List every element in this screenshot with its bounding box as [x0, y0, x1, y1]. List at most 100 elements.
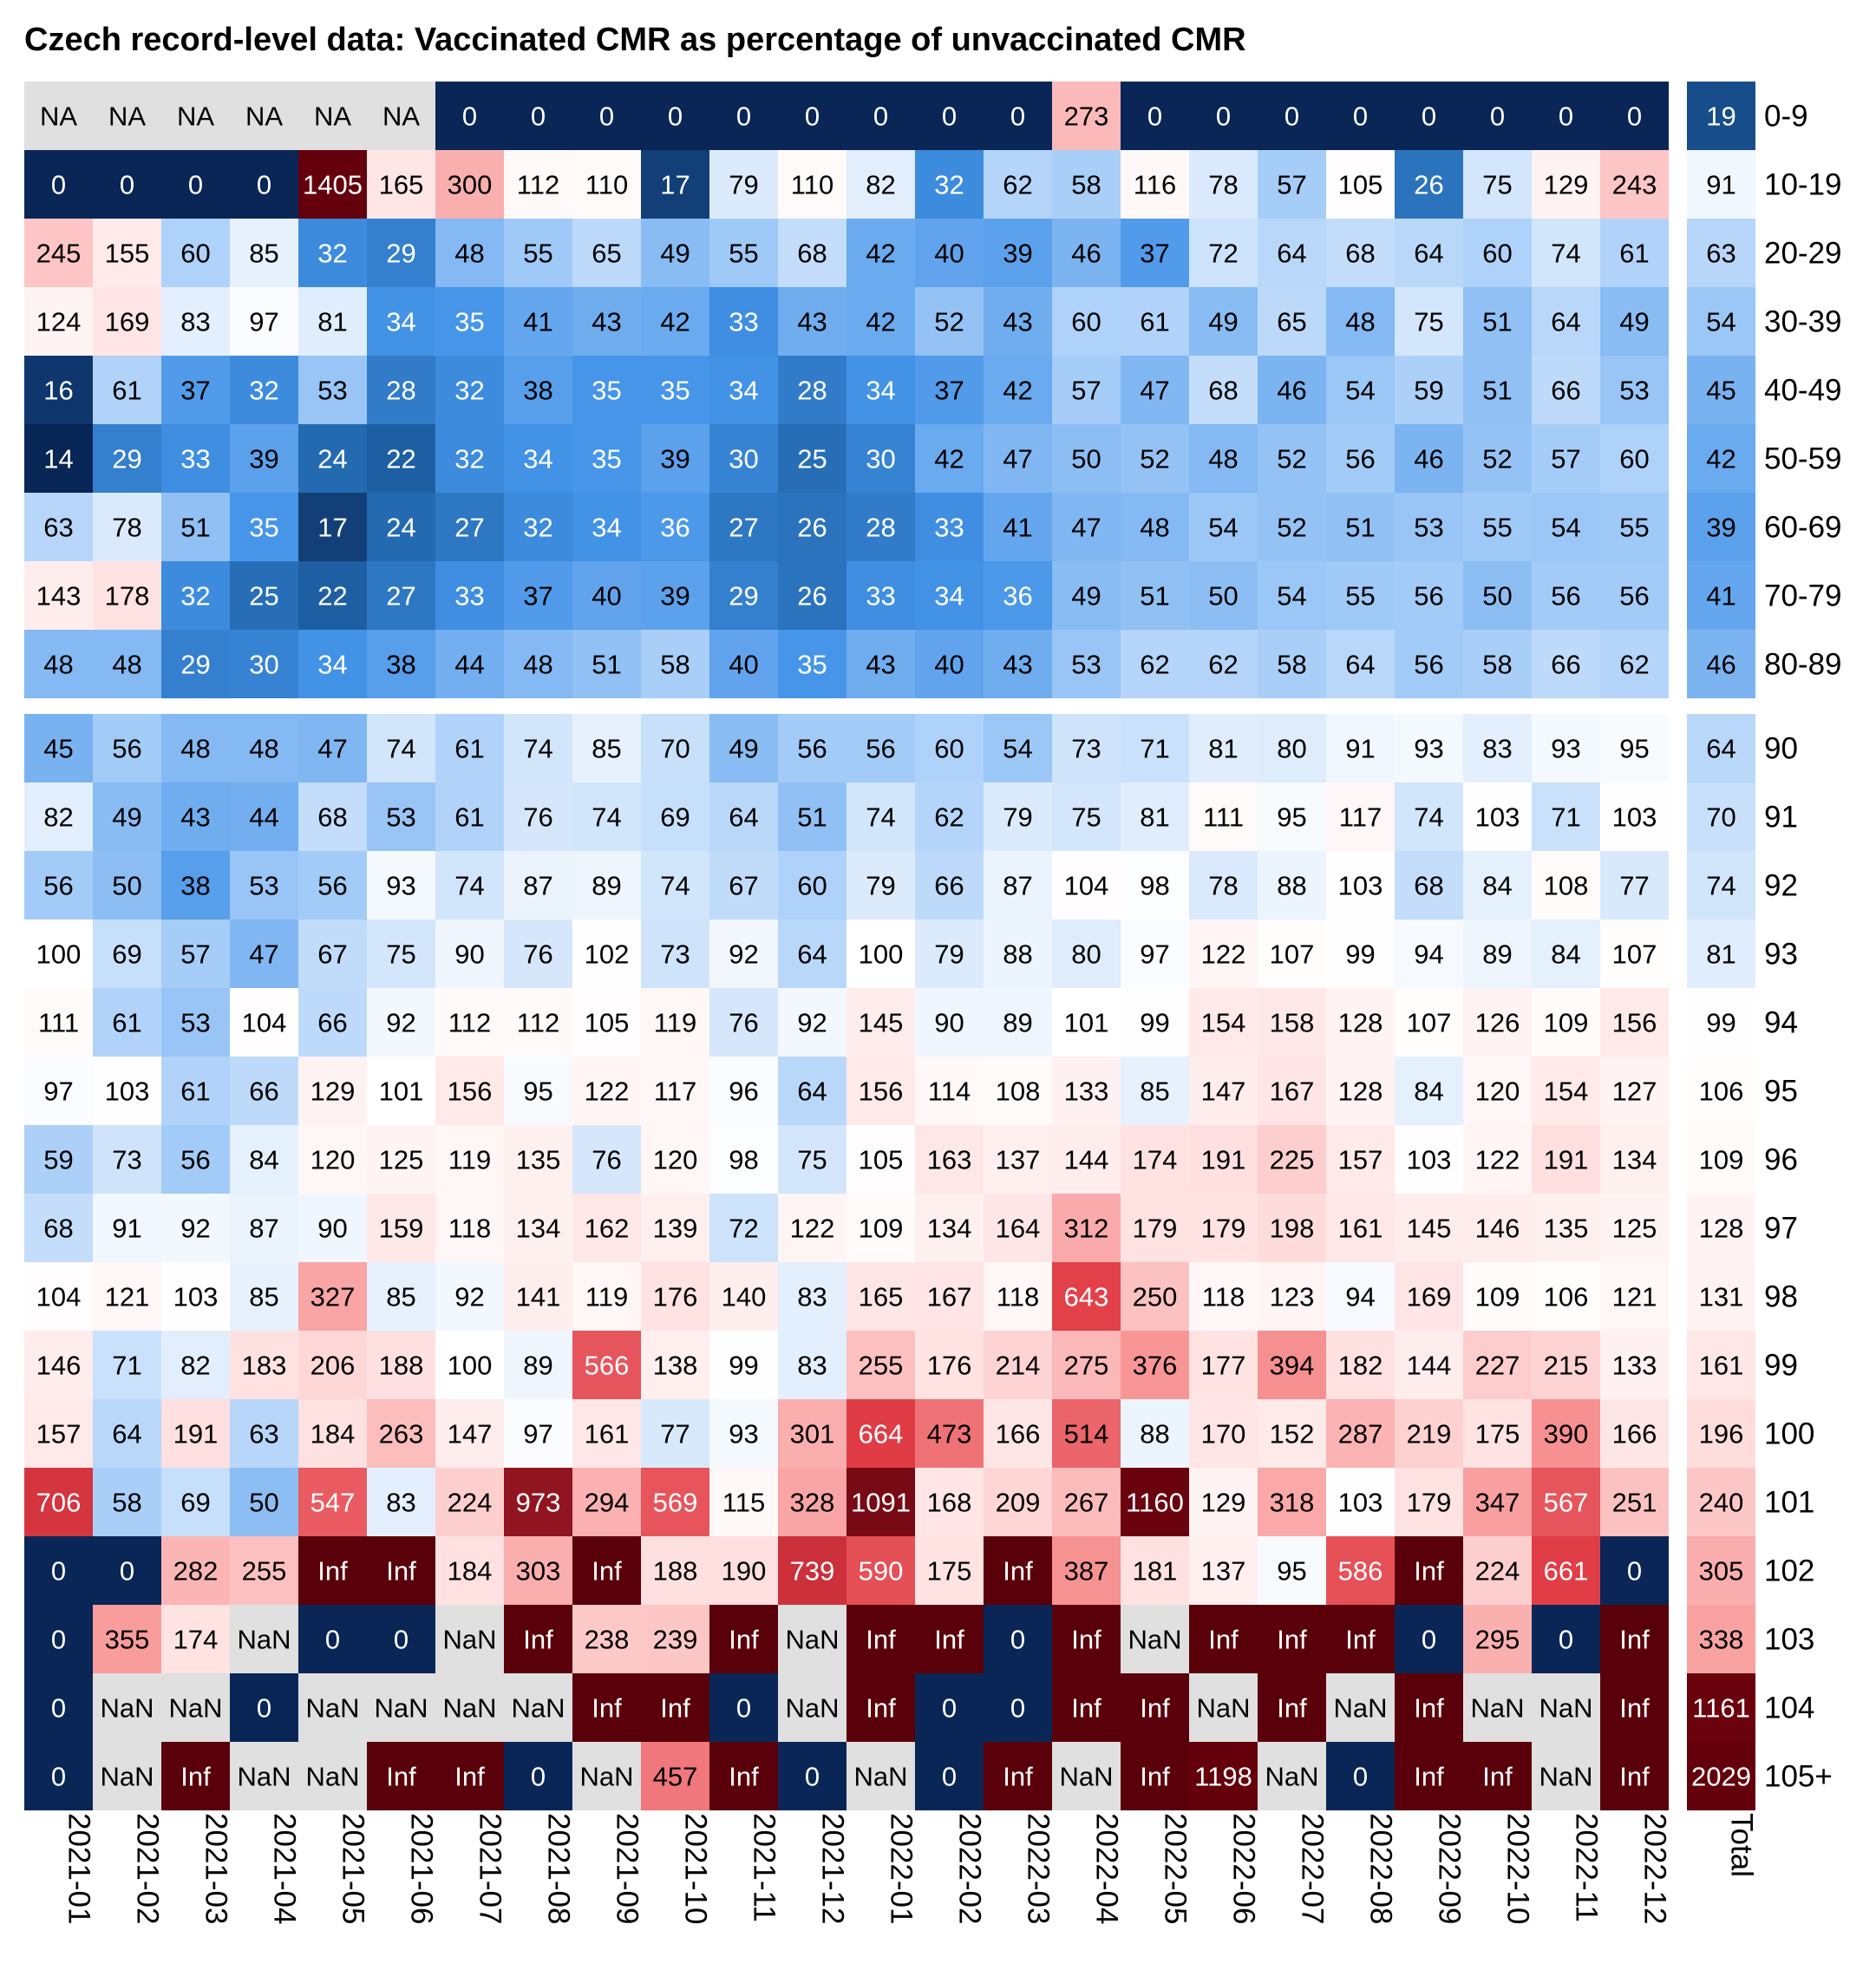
heatmap-cell	[572, 287, 641, 356]
column-label: 2022-11	[1570, 1813, 1604, 1922]
heatmap-cell	[504, 1399, 572, 1468]
cell-value-label: 58	[1277, 650, 1306, 680]
cell-value-label: 0	[51, 1556, 66, 1587]
cell-value-label: 53	[386, 802, 415, 833]
heatmap-cell	[230, 1399, 298, 1468]
cell-value-label: 61	[112, 376, 141, 406]
heatmap-cell	[1121, 1673, 1189, 1742]
heatmap-cell	[778, 851, 846, 920]
cell-value-label: 275	[1064, 1351, 1109, 1381]
cell-value-label: 0	[668, 101, 683, 132]
heatmap-cell	[641, 287, 709, 356]
heatmap-cell	[846, 424, 915, 493]
cell-value-label: 0	[873, 101, 888, 132]
heatmap-cell	[1532, 1194, 1600, 1262]
row-label: 20-29	[1764, 237, 1842, 271]
column-label: 2021-06	[405, 1813, 439, 1924]
cell-value-label: 82	[43, 802, 73, 833]
heatmap-cell	[298, 493, 367, 561]
cell-value-label: 179	[1133, 1214, 1178, 1244]
cell-value-label: 37	[934, 376, 964, 406]
cell-value-label: 101	[1064, 1008, 1109, 1038]
heatmap-cell	[641, 1536, 709, 1605]
heatmap-cell	[1189, 1468, 1258, 1536]
heatmap-cell	[846, 1262, 915, 1331]
heatmap-cell	[230, 988, 298, 1057]
cell-value-label: 52	[934, 307, 964, 337]
cell-value-label: 128	[1338, 1077, 1383, 1107]
heatmap-cell	[778, 1194, 846, 1262]
cell-value-label: 51	[797, 802, 827, 833]
cell-value-label: 251	[1612, 1488, 1657, 1518]
heatmap-cell	[1463, 82, 1532, 150]
heatmap-cell	[1463, 1194, 1532, 1262]
heatmap-cell	[1532, 424, 1600, 493]
heatmap-cell	[504, 561, 572, 630]
heatmap-cell	[1463, 1605, 1532, 1673]
heatmap-cell	[93, 714, 161, 782]
cell-value-label: 76	[729, 1008, 758, 1038]
heatmap-cell	[1463, 782, 1532, 851]
heatmap-cell	[572, 1742, 641, 1810]
cell-value-label: 569	[653, 1488, 698, 1518]
cell-value-label: 107	[1407, 1008, 1452, 1038]
row-label: 90	[1764, 732, 1798, 766]
row-label: 60-69	[1764, 511, 1842, 545]
cell-value-label: 119	[654, 1008, 696, 1038]
heatmap-cell	[846, 1605, 915, 1673]
heatmap-cell	[641, 782, 709, 851]
cell-value-label: 52	[1140, 444, 1169, 475]
heatmap-cell	[230, 1742, 298, 1810]
cell-value-label: 93	[729, 1419, 758, 1450]
heatmap-cell	[435, 920, 504, 988]
heatmap-cell	[641, 1331, 709, 1399]
cell-value-label: 214	[996, 1351, 1041, 1381]
heatmap-cell	[1600, 920, 1669, 988]
cell-value-label: Inf	[1414, 1693, 1444, 1724]
cell-value-label: 55	[1345, 581, 1375, 612]
cell-value-label: 61	[112, 1008, 141, 1038]
heatmap-cell	[1189, 1194, 1258, 1262]
heatmap-cell	[1532, 1468, 1600, 1536]
cell-value-label: 61	[1140, 307, 1169, 337]
heatmap-cell	[1121, 1057, 1189, 1125]
total-cell	[1687, 851, 1755, 920]
cell-value-label: 83	[797, 1351, 827, 1381]
total-cell	[1687, 782, 1755, 851]
heatmap-cells: NA NA NA NA NA NA 0 0 0 0 0 0 0 0 0 273 0 0 0 0 0 0 0 0 190 0 0 0 14…	[24, 82, 1755, 1810]
heatmap-cell	[1258, 493, 1326, 561]
cell-value-label: NaN	[100, 1762, 154, 1792]
cell-value-label: 158	[1270, 1008, 1315, 1038]
heatmap-cell	[984, 1125, 1052, 1194]
cell-value-label: 133	[1612, 1351, 1657, 1381]
cell-value-label: 0	[736, 101, 751, 132]
heatmap-cell	[435, 561, 504, 630]
cell-value-label: 29	[729, 581, 758, 612]
heatmap-cell	[984, 1742, 1052, 1810]
heatmap-cell	[1395, 1605, 1463, 1673]
cell-value-label: 58	[1071, 170, 1101, 200]
total-value-label: 106	[1699, 1077, 1744, 1107]
heatmap-cell	[1600, 1057, 1669, 1125]
cell-value-label: 183	[242, 1351, 287, 1381]
cell-value-label: 116	[1134, 170, 1176, 200]
cell-value-label: 92	[729, 939, 758, 970]
heatmap-cell	[93, 82, 161, 150]
cell-value-label: 56	[317, 871, 347, 901]
total-cell	[1687, 1125, 1755, 1194]
heatmap-cell	[1052, 1605, 1121, 1673]
cell-value-label: Inf	[1003, 1762, 1033, 1792]
total-cell	[1687, 82, 1755, 150]
heatmap-cell	[1189, 1399, 1258, 1468]
heatmap-cell	[93, 1262, 161, 1331]
row-label: 100	[1764, 1417, 1814, 1451]
heatmap-cell	[1189, 150, 1258, 219]
heatmap-cell	[93, 1125, 161, 1194]
cell-value-label: 103	[173, 1282, 219, 1312]
cell-value-label: 146	[36, 1351, 82, 1381]
cell-value-label: 68	[43, 1214, 73, 1244]
cell-value-label: NaN	[442, 1625, 496, 1655]
heatmap-cell	[93, 1194, 161, 1262]
cell-value-label: 215	[1544, 1351, 1589, 1381]
cell-value-label: 42	[660, 307, 690, 337]
